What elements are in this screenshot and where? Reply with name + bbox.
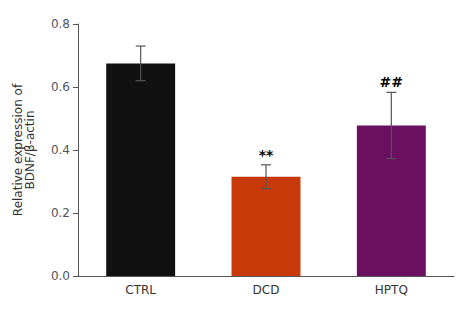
svg-text:0.0: 0.0 xyxy=(51,269,70,283)
svg-text:BDNF/β-actin: BDNF/β-actin xyxy=(23,111,37,190)
svg-text:0.4: 0.4 xyxy=(51,143,70,157)
svg-text:**: ** xyxy=(259,147,274,163)
svg-text:Relative expression of: Relative expression of xyxy=(11,83,25,217)
svg-text:##: ## xyxy=(380,74,403,90)
svg-text:DCD: DCD xyxy=(253,283,280,297)
svg-text:0.6: 0.6 xyxy=(51,80,70,94)
svg-text:0.8: 0.8 xyxy=(51,17,70,31)
svg-text:CTRL: CTRL xyxy=(125,283,156,297)
svg-text:0.2: 0.2 xyxy=(51,206,70,220)
svg-text:HPTQ: HPTQ xyxy=(375,283,408,297)
